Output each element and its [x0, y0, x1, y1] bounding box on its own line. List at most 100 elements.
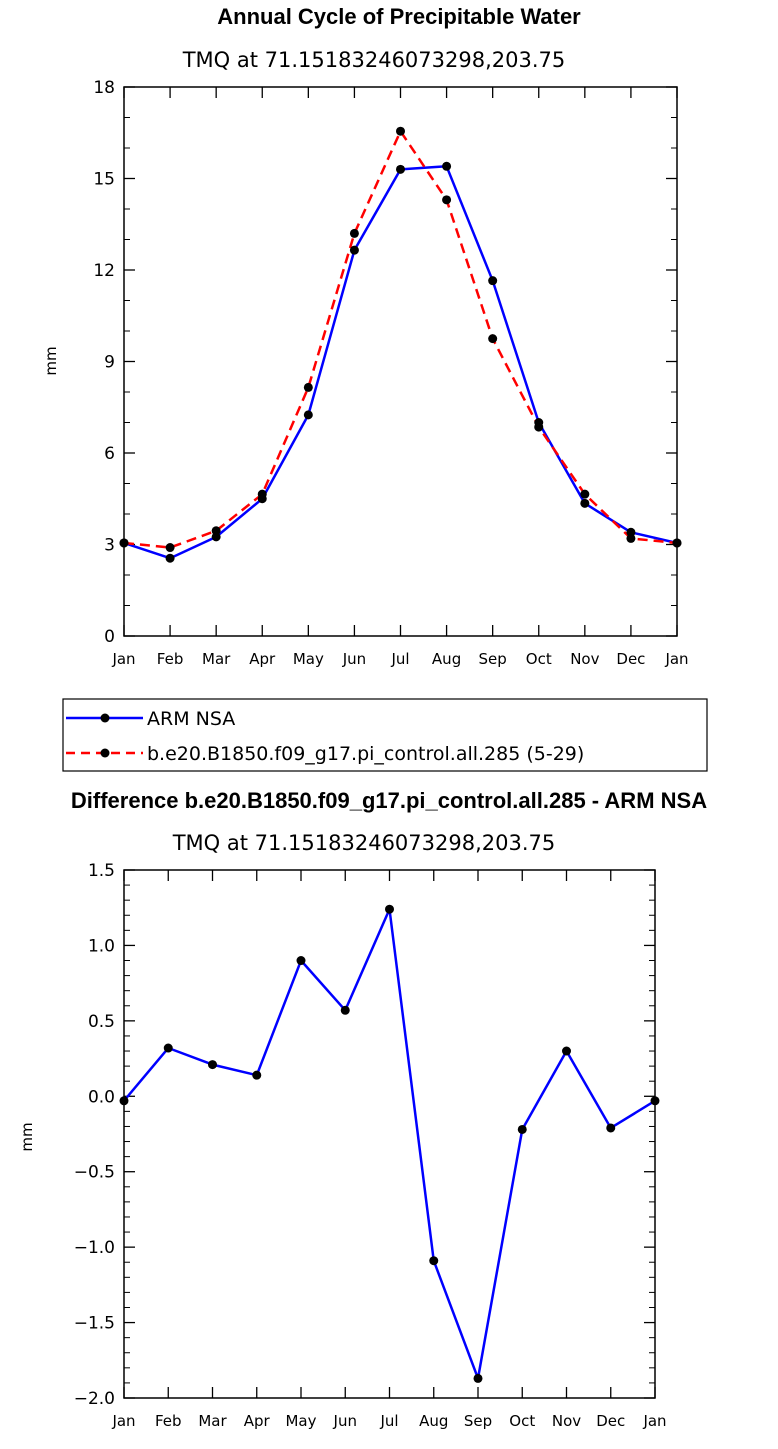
y-tick-label: 3: [104, 536, 115, 556]
annual-cycle-chart: Annual Cycle of Precipitable Water TMQ a…: [42, 4, 689, 668]
y-tick-label: −1.0: [74, 1238, 115, 1258]
data-point: [429, 1256, 439, 1266]
data-point: [165, 553, 175, 563]
data-point: [517, 1124, 527, 1134]
legend-marker-model: [100, 748, 110, 758]
y-tick-label: 1.0: [88, 936, 115, 956]
x-tick-label: Jun: [333, 1412, 357, 1430]
chart2-y-axis-label: mm: [18, 1122, 36, 1151]
chart1-legend: ARM NSA b.e20.B1850.f09_g17.pi_control.a…: [62, 698, 708, 772]
series-line-2: [123, 129, 678, 549]
data-point: [340, 1005, 350, 1015]
y-tick-label: −0.5: [74, 1163, 115, 1183]
data-point: [534, 422, 544, 432]
data-point: [208, 1060, 217, 1070]
x-tick-label: Dec: [616, 650, 645, 668]
data-point: [580, 489, 590, 499]
x-tick-label: Nov: [570, 650, 599, 668]
series-line-1: [123, 165, 678, 560]
x-tick-label: Jan: [111, 1412, 135, 1430]
chart2-title: Difference b.e20.B1850.f09_g17.pi_contro…: [71, 788, 707, 813]
legend-marker-arm: [100, 713, 110, 723]
difference-chart: Difference b.e20.B1850.f09_g17.pi_contro…: [18, 788, 707, 1430]
x-tick-label: Jan: [111, 650, 135, 668]
x-tick-label: Jan: [642, 1412, 666, 1430]
x-tick-label: Jul: [379, 1412, 398, 1430]
x-tick-label: Jan: [664, 650, 688, 668]
data-point: [442, 161, 452, 171]
y-tick-label: 12: [93, 261, 115, 281]
x-tick-label: Nov: [552, 1412, 581, 1430]
data-point: [349, 228, 359, 238]
x-tick-label: Aug: [419, 1412, 448, 1430]
data-point: [257, 489, 267, 499]
data-point: [626, 533, 636, 543]
data-point: [488, 334, 498, 344]
chart2-ticks: [123, 869, 656, 1399]
chart1-y-tick-labels: 0 3 6 9 12 15 18: [93, 78, 115, 647]
chart2-subtitle: TMQ at 71.15183246073298,203.75: [172, 831, 556, 855]
x-tick-label: Dec: [596, 1412, 625, 1430]
data-point: [165, 543, 175, 553]
x-tick-label: May: [293, 650, 324, 668]
y-tick-label: 6: [104, 444, 115, 464]
chart1-subtitle: TMQ at 71.15183246073298,203.75: [182, 48, 566, 72]
chart2-plot-frame: [123, 869, 656, 1399]
x-tick-label: Mar: [198, 1412, 227, 1430]
data-point: [650, 1096, 660, 1106]
chart2-series: [119, 904, 660, 1383]
x-tick-label: Apr: [244, 1412, 271, 1430]
x-tick-label: Feb: [157, 650, 184, 668]
data-point: [303, 410, 313, 420]
data-point: [473, 1373, 483, 1383]
data-point: [349, 245, 359, 255]
data-point: [562, 1046, 571, 1056]
data-point: [396, 126, 405, 136]
data-point: [211, 526, 221, 536]
y-tick-label: −2.0: [74, 1389, 115, 1409]
x-tick-label: Mar: [202, 650, 231, 668]
data-point: [252, 1070, 262, 1080]
y-tick-label: 0.0: [88, 1087, 115, 1107]
y-tick-label: 15: [93, 170, 115, 190]
x-tick-label: Oct: [509, 1412, 535, 1430]
chart2-y-tick-labels: −2.0 −1.5 −1.0 −0.5 0.0 0.5 1.0 1.5: [74, 861, 115, 1409]
data-point: [672, 538, 682, 548]
legend-label-arm: ARM NSA: [147, 708, 235, 730]
y-tick-label: 0: [104, 627, 115, 647]
data-point: [303, 382, 313, 392]
x-tick-label: Oct: [526, 650, 552, 668]
series-line-1: [123, 907, 656, 1380]
y-tick-label: 0.5: [88, 1012, 115, 1032]
data-point: [296, 956, 306, 966]
data-point: [488, 276, 498, 286]
chart1-series: [119, 126, 682, 563]
data-point: [606, 1123, 616, 1133]
x-tick-label: Jul: [390, 650, 409, 668]
data-point: [580, 498, 590, 508]
y-tick-label: 9: [104, 353, 115, 373]
chart1-ticks: [123, 86, 678, 637]
y-tick-label: 18: [93, 78, 115, 98]
y-tick-label: −1.5: [74, 1314, 115, 1334]
x-tick-label: Aug: [432, 650, 461, 668]
data-point: [119, 538, 129, 548]
x-tick-label: May: [285, 1412, 316, 1430]
data-point: [163, 1043, 173, 1053]
chart1-x-tick-labels: Jan Feb Mar Apr May Jun Jul Aug Sep Oct Nov Dec Jan: [111, 650, 688, 668]
chart1-title: Annual Cycle of Precipitable Water: [217, 4, 581, 29]
data-point: [119, 1096, 129, 1106]
legend-box: [62, 698, 708, 772]
y-tick-label: 1.5: [88, 861, 115, 881]
data-point: [442, 195, 452, 205]
legend-label-model: b.e20.B1850.f09_g17.pi_control.all.285 (…: [147, 743, 584, 765]
chart1-y-axis-label: mm: [42, 346, 60, 375]
data-point: [396, 164, 405, 174]
x-tick-label: Sep: [479, 650, 507, 668]
chart2-x-tick-labels: Jan Feb Mar Apr May Jun Jul Aug Sep Oct Nov Dec Jan: [111, 1412, 666, 1430]
data-point: [385, 904, 394, 914]
x-tick-label: Jun: [342, 650, 366, 668]
x-tick-label: Apr: [249, 650, 276, 668]
x-tick-label: Feb: [155, 1412, 182, 1430]
